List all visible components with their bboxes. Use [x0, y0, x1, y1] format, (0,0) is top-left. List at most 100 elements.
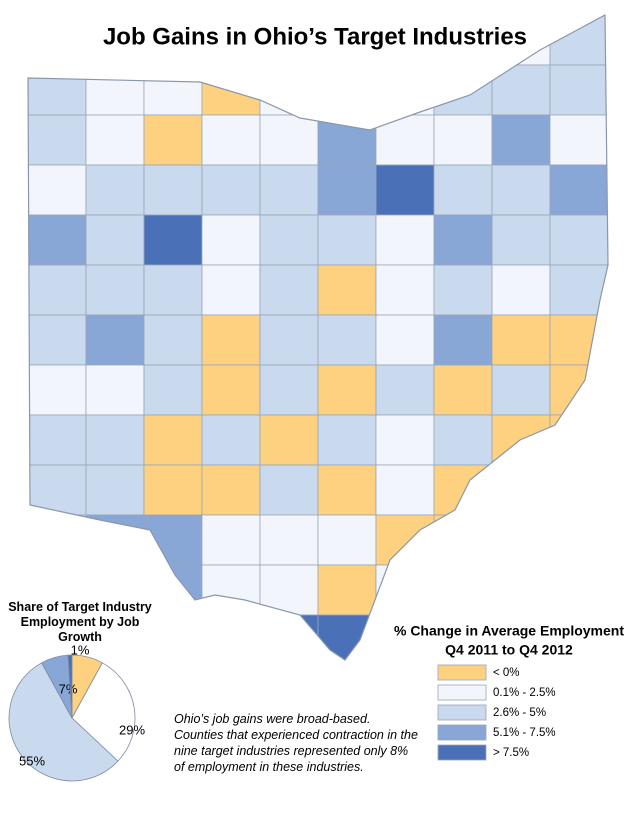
pie-label: 55%	[19, 753, 45, 768]
note: Ohio’s job gains were broad-based. Count…	[174, 712, 418, 774]
county	[143, 114, 203, 166]
county	[491, 464, 551, 516]
county	[375, 514, 435, 566]
county	[260, 665, 318, 715]
legend-title: Q4 2011 to Q4 2012	[445, 642, 573, 658]
county	[549, 264, 608, 316]
county	[202, 665, 260, 715]
county	[549, 114, 608, 166]
county	[433, 164, 493, 216]
county	[317, 314, 377, 366]
pie-slice	[8, 662, 119, 782]
county	[259, 514, 319, 566]
county	[259, 614, 319, 660]
county	[28, 264, 87, 316]
county	[85, 164, 145, 216]
county	[317, 514, 377, 566]
legend-label: > 7.5%	[493, 747, 529, 759]
legend-swatch	[437, 684, 487, 701]
county	[317, 414, 377, 466]
county	[433, 114, 493, 166]
county	[376, 665, 434, 715]
county	[317, 164, 377, 216]
county	[201, 614, 261, 660]
county	[259, 64, 319, 116]
pie-title: Share of Target Industry Employment by J…	[8, 600, 152, 644]
county	[28, 64, 87, 116]
county	[201, 164, 261, 216]
county	[433, 464, 493, 516]
county	[143, 314, 203, 366]
county	[317, 64, 377, 116]
county	[549, 164, 608, 216]
county	[549, 514, 608, 566]
county	[259, 114, 319, 166]
county	[143, 364, 203, 416]
county	[201, 414, 261, 466]
county	[375, 414, 435, 466]
county	[318, 665, 376, 715]
county	[317, 264, 377, 316]
county	[549, 314, 608, 366]
county	[549, 464, 608, 516]
county	[259, 414, 319, 466]
county	[85, 264, 145, 316]
county	[143, 464, 203, 516]
county	[28, 514, 87, 566]
county	[491, 564, 551, 616]
legend-label: < 0%	[493, 667, 520, 679]
county	[28, 364, 87, 416]
legend-label: 0.1% - 2.5%	[493, 687, 556, 699]
county	[491, 514, 551, 566]
county	[143, 164, 203, 216]
county	[143, 64, 203, 116]
county	[491, 214, 551, 266]
county	[28, 464, 87, 516]
county	[491, 264, 551, 316]
legend-swatch	[437, 664, 487, 681]
county	[201, 364, 261, 416]
county	[433, 414, 493, 466]
county	[259, 164, 319, 216]
county	[549, 64, 608, 116]
county	[491, 114, 551, 166]
county	[433, 64, 493, 116]
county	[144, 665, 202, 715]
county	[375, 264, 435, 316]
county	[85, 464, 145, 516]
county	[28, 314, 87, 366]
county	[317, 464, 377, 516]
map-title: Job Gains in Ohio’s Target Industries	[103, 23, 527, 50]
legend-title: % Change in Average Employment	[394, 623, 624, 639]
legend-swatch	[437, 744, 487, 761]
county	[143, 264, 203, 316]
county	[491, 64, 551, 116]
county	[491, 314, 551, 366]
pie-label: 1%	[71, 642, 90, 657]
county	[375, 314, 435, 366]
pie-label: 29%	[119, 722, 145, 737]
county	[28, 15, 87, 66]
county	[549, 214, 608, 266]
county	[259, 364, 319, 416]
county	[375, 164, 435, 216]
county	[549, 414, 608, 466]
county	[143, 214, 203, 266]
county	[259, 564, 319, 616]
county	[201, 514, 261, 566]
pie-slice	[71, 662, 136, 762]
county	[85, 314, 145, 366]
county	[259, 214, 319, 266]
legend-swatch	[437, 724, 487, 741]
pie-slice	[67, 654, 73, 719]
legend-swatch	[437, 704, 487, 721]
county	[375, 364, 435, 416]
county	[143, 414, 203, 466]
county	[201, 464, 261, 516]
county	[143, 514, 203, 566]
legend-label: 2.6% - 5%	[493, 707, 546, 719]
county	[549, 564, 608, 616]
county	[201, 214, 261, 266]
